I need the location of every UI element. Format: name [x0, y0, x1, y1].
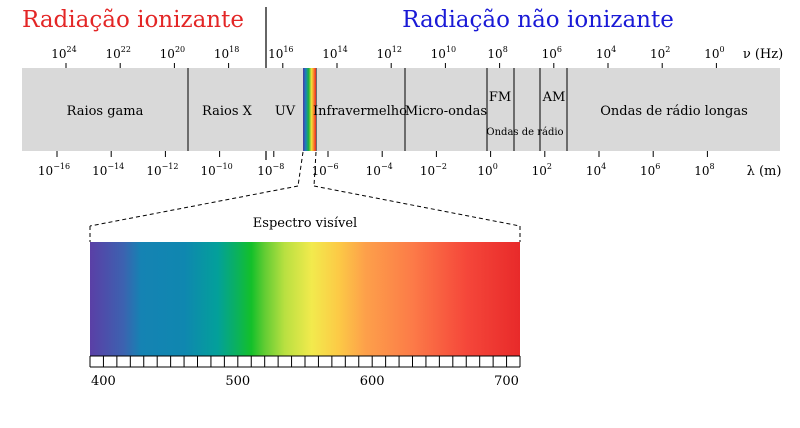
frequency-tick-label: 1016 — [268, 45, 293, 61]
visible-tick-label: 600 — [360, 374, 385, 389]
zoom-line-left — [297, 151, 304, 187]
wavelength-tick-label: 10−10 — [201, 162, 233, 178]
frequency-axis: 1024 1022 1020 1018 1016 1014 1012 1010 108 106 10… — [51, 45, 725, 68]
frequency-tick-label: 1020 — [160, 45, 185, 61]
wavelength-tick-label: 10−12 — [146, 162, 178, 178]
band-gamma: Raios gama — [67, 104, 144, 119]
frequency-tick-label: 1024 — [51, 45, 76, 61]
visible-tick-label: 700 — [494, 374, 519, 389]
visible-strip — [303, 68, 316, 151]
visible-spectrum-bar — [90, 242, 520, 356]
frequency-tick-label: 106 — [542, 45, 562, 61]
frequency-tick-label: 100 — [704, 45, 724, 61]
spectrum-band — [22, 68, 780, 151]
frequency-tick-label: 1010 — [431, 45, 456, 61]
band-microwave: Micro-ondas — [405, 104, 487, 119]
non-ionizing-title: Radiação não ionizante — [402, 7, 674, 33]
wavelength-tick-label: 100 — [477, 162, 497, 178]
frequency-unit-label: ν (Hz) — [743, 47, 783, 62]
frequency-tick-label: 1014 — [322, 45, 347, 61]
wavelength-tick-label: 106 — [640, 162, 660, 178]
band-uv: UV — [275, 104, 296, 119]
wavelength-tick-label: 108 — [694, 162, 714, 178]
ionizing-title: Radiação ionizante — [22, 7, 244, 33]
band-fm: FM — [489, 90, 511, 105]
frequency-tick-label: 1018 — [214, 45, 239, 61]
frequency-tick-label: 102 — [650, 45, 670, 61]
band-long-radio: Ondas de rádio longas — [600, 104, 748, 119]
band-radio: Ondas de rádio — [486, 127, 563, 138]
zoom-line-left-diag — [89, 185, 299, 227]
wavelength-tick-label: 10−2 — [420, 162, 447, 178]
visible-spectrum-scale: 400 500 600 700 — [89, 355, 521, 389]
wavelength-tick-label: 10−14 — [92, 162, 124, 178]
frequency-tick-label: 108 — [487, 45, 507, 61]
wavelength-tick-label: 10−16 — [38, 162, 70, 178]
wavelength-tick-label: 102 — [532, 162, 552, 178]
frequency-tick-label: 1012 — [376, 45, 401, 61]
band-infrared: Infravermelho — [313, 104, 407, 119]
frequency-tick-label: 104 — [596, 45, 616, 61]
wavelength-tick-label: 10−6 — [311, 162, 338, 178]
wavelength-unit-label: λ (m) — [747, 164, 782, 179]
band-xray: Raios X — [202, 104, 253, 119]
wavelength-tick-label: 104 — [586, 162, 606, 178]
visible-tick-label: 500 — [225, 374, 250, 389]
visible-tick-label: 400 — [91, 374, 116, 389]
visible-spectrum-title: Espectro visível — [253, 216, 357, 231]
band-am: AM — [542, 90, 566, 105]
wavelength-tick-label: 10−4 — [366, 162, 393, 178]
zoom-line-right — [313, 151, 317, 187]
wavelength-axis: 10−16 10−14 10−12 10−10 10−8 10−6 10−4 10−2 100 1… — [38, 151, 715, 178]
wavelength-tick-label: 10−8 — [257, 162, 284, 178]
frequency-tick-label: 1022 — [105, 45, 130, 61]
